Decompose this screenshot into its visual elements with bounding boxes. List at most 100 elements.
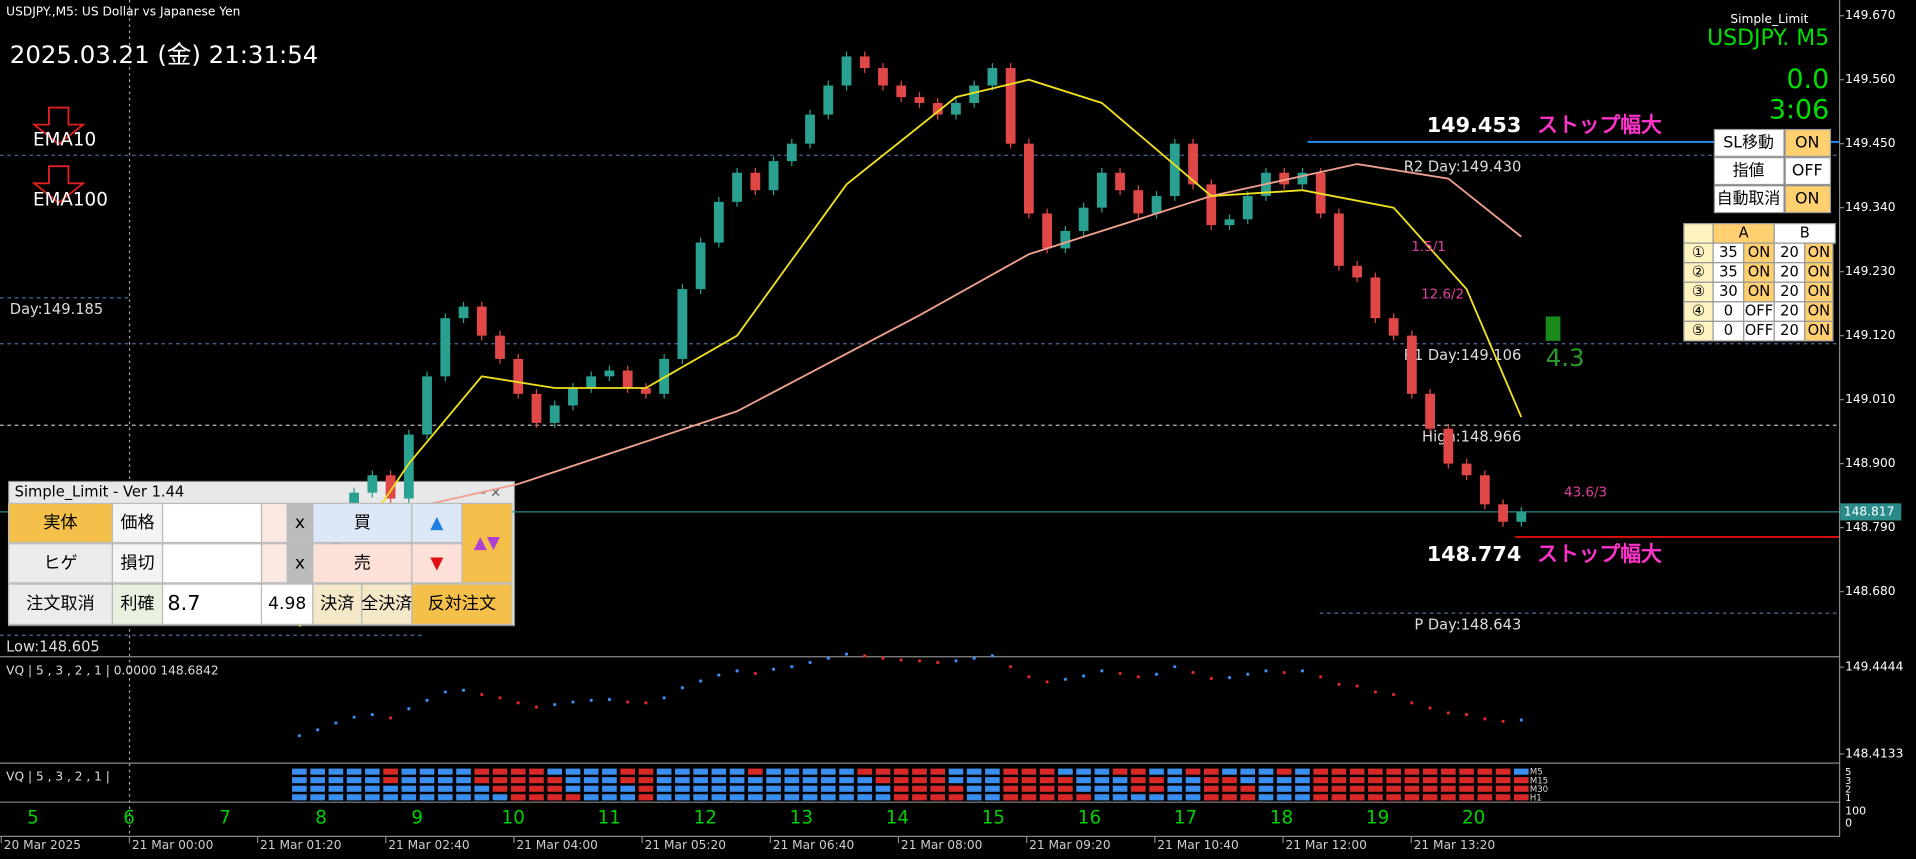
panel-button-label[interactable]: 4.98	[268, 594, 306, 614]
panel-button-label[interactable]: ヒゲ	[43, 553, 77, 573]
candle	[1516, 511, 1527, 522]
vq-dot	[863, 654, 867, 658]
panel-button-label[interactable]: 売	[354, 553, 371, 573]
vq-cell	[912, 794, 927, 801]
input-field[interactable]	[260, 543, 288, 584]
pivot-label: High:148.966	[1422, 428, 1521, 445]
table-value[interactable]: 35	[1719, 263, 1738, 280]
table-value[interactable]: OFF	[1745, 322, 1773, 339]
table-value[interactable]: 30	[1719, 283, 1738, 300]
vq2-label: VQ | 5 , 3 , 2 , 1 |	[6, 770, 110, 784]
panel-button-label[interactable]: 注文取消	[26, 594, 94, 614]
vq-cell	[1477, 785, 1493, 792]
vq-cell	[1368, 794, 1383, 801]
panel-button[interactable]	[411, 583, 513, 626]
vq-cell	[912, 777, 927, 784]
table-value[interactable]: 20	[1780, 263, 1799, 280]
toggle-button[interactable]	[1784, 157, 1832, 186]
vq-cell	[1386, 777, 1401, 784]
panel-button-label[interactable]: x	[295, 513, 305, 533]
table-value[interactable]: OFF	[1745, 303, 1773, 320]
panel-button[interactable]	[411, 543, 463, 584]
panel-button[interactable]	[7, 502, 114, 544]
table-value[interactable]: 0	[1724, 303, 1733, 320]
vq-cell	[401, 768, 417, 775]
vq-cell	[802, 794, 818, 801]
vq-cell	[784, 785, 800, 792]
vq-cell	[565, 768, 581, 775]
vq-cell	[529, 768, 544, 775]
panel-button-label[interactable]: 全決済	[361, 594, 412, 614]
table-value[interactable]: 35	[1719, 244, 1738, 261]
time-label: 21 Mar 09:20	[1029, 838, 1110, 852]
panel-button[interactable]	[111, 543, 164, 584]
vq-tick-label: 148.4133	[1845, 746, 1903, 760]
input-field[interactable]	[161, 543, 263, 584]
panel-button-label[interactable]: 決済	[320, 594, 354, 614]
table-value[interactable]: ON	[1748, 283, 1771, 300]
table-value[interactable]: 20	[1780, 244, 1799, 261]
panel-button-label[interactable]: 利確	[120, 594, 154, 614]
vq-cell	[383, 777, 398, 784]
toggle-button[interactable]	[1784, 128, 1832, 158]
panel-button[interactable]	[312, 583, 363, 626]
day-number: 19	[1366, 808, 1389, 829]
input-field[interactable]	[260, 502, 288, 544]
candle	[1133, 190, 1144, 214]
vq-cell	[1422, 794, 1438, 801]
table-value[interactable]: 20	[1780, 303, 1799, 320]
panel-button-label[interactable]: 反対注文	[428, 594, 496, 614]
vq-dot	[1045, 680, 1049, 684]
panel-button[interactable]	[260, 583, 314, 626]
input-field[interactable]	[161, 502, 263, 544]
stop-text: ストップ幅大	[1537, 113, 1662, 137]
panel-button-label[interactable]: x	[295, 553, 305, 573]
vq-dot	[1154, 672, 1159, 676]
vq-cell	[492, 794, 508, 801]
panel-button[interactable]	[312, 543, 413, 584]
candle	[859, 56, 870, 69]
vq-cell	[638, 777, 654, 784]
panel-button-label[interactable]: 8.7	[167, 591, 200, 615]
vq-cell	[602, 785, 617, 792]
panel-button[interactable]	[111, 502, 164, 544]
vq-tick-label: 149.4444	[1845, 660, 1903, 674]
panel-button[interactable]	[411, 502, 463, 544]
panel-button-label[interactable]: 買	[354, 513, 371, 533]
panel-button[interactable]	[7, 583, 114, 626]
toggle-state[interactable]: ON	[1795, 189, 1819, 208]
table-value[interactable]: ON	[1748, 263, 1771, 280]
toggle-state[interactable]: ON	[1795, 132, 1819, 151]
vq-dot	[1173, 665, 1177, 669]
table-value[interactable]: 0	[1724, 322, 1733, 339]
panel-button-label[interactable]: 価格	[120, 513, 154, 533]
trade-label: 43.6/3	[1564, 485, 1607, 500]
vq-cell	[456, 785, 471, 792]
panel-button-label[interactable]: 損切	[120, 553, 154, 573]
time-label: 21 Mar 06:40	[773, 838, 854, 852]
panel-button-label[interactable]: ▲	[430, 513, 444, 533]
toggle-state[interactable]: OFF	[1792, 161, 1823, 180]
table-value[interactable]: ON	[1808, 322, 1831, 339]
panel-button[interactable]	[7, 543, 114, 584]
table-value[interactable]: ON	[1808, 263, 1831, 280]
panel-button[interactable]	[461, 502, 513, 584]
table-value[interactable]: ON	[1808, 303, 1831, 320]
table-value[interactable]: ON	[1748, 244, 1771, 261]
vq-cell	[401, 777, 417, 784]
ema-line	[298, 78, 1523, 628]
vq-cell	[1495, 768, 1511, 775]
panel-button[interactable]	[111, 583, 164, 626]
panel-button-label[interactable]: ▼	[430, 553, 444, 573]
panel-button[interactable]	[161, 583, 263, 626]
vq-dot	[1009, 665, 1013, 669]
panel-button-label[interactable]: 実体	[43, 513, 77, 533]
table-value[interactable]: ON	[1808, 283, 1831, 300]
panel-button-label[interactable]: ▲▼	[474, 533, 501, 553]
table-value[interactable]: 20	[1780, 322, 1799, 339]
toggle-button[interactable]	[1784, 185, 1832, 214]
table-value[interactable]: 20	[1780, 283, 1799, 300]
table-value[interactable]: ON	[1808, 244, 1831, 261]
table-cell[interactable]	[1804, 320, 1834, 342]
